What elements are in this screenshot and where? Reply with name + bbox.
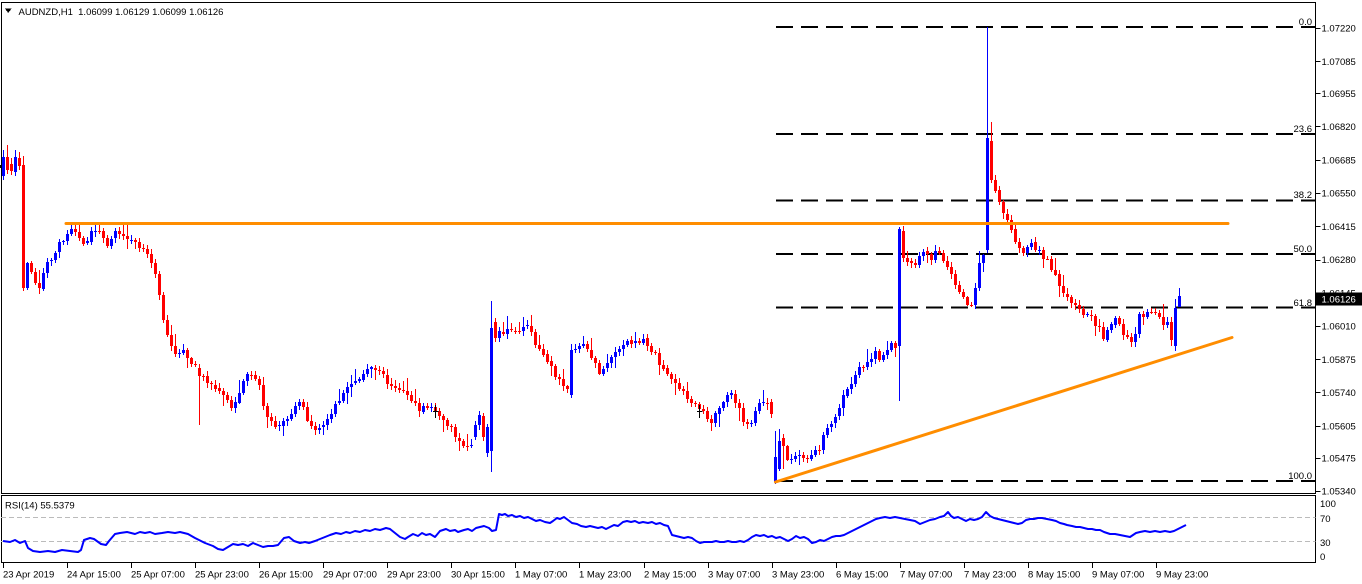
svg-text:26 Apr 15:00: 26 Apr 15:00 — [259, 570, 313, 581]
svg-text:9 May 07:00: 9 May 07:00 — [1092, 570, 1144, 581]
svg-text:7 May 07:00: 7 May 07:00 — [900, 570, 952, 581]
svg-text:30 Apr 15:00: 30 Apr 15:00 — [451, 570, 505, 581]
svg-text:1.05605: 1.05605 — [1322, 421, 1356, 432]
svg-text:1.06685: 1.06685 — [1322, 155, 1356, 166]
svg-text:2 May 15:00: 2 May 15:00 — [644, 570, 696, 581]
svg-text:1 May 23:00: 1 May 23:00 — [579, 570, 631, 581]
svg-text:1.07220: 1.07220 — [1322, 24, 1356, 35]
svg-text:1.05340: 1.05340 — [1322, 487, 1356, 498]
svg-text:25 Apr 07:00: 25 Apr 07:00 — [131, 570, 185, 581]
svg-text:0: 0 — [1320, 552, 1325, 563]
svg-text:1.05475: 1.05475 — [1322, 453, 1356, 464]
svg-text:50.0: 50.0 — [1294, 244, 1313, 255]
svg-text:29 Apr 07:00: 29 Apr 07:00 — [323, 570, 377, 581]
svg-text:7 May 23:00: 7 May 23:00 — [964, 570, 1016, 581]
svg-text:100.0: 100.0 — [1288, 471, 1312, 482]
svg-text:38.2: 38.2 — [1294, 190, 1313, 201]
svg-text:1.05875: 1.05875 — [1322, 355, 1356, 366]
svg-text:100: 100 — [1320, 499, 1336, 510]
svg-text:9 May 23:00: 9 May 23:00 — [1156, 570, 1208, 581]
svg-text:3 May 23:00: 3 May 23:00 — [772, 570, 824, 581]
svg-text:8 May 15:00: 8 May 15:00 — [1028, 570, 1080, 581]
svg-text:70: 70 — [1320, 514, 1331, 525]
svg-text:1.06820: 1.06820 — [1322, 122, 1356, 133]
svg-text:1.06550: 1.06550 — [1322, 189, 1356, 200]
svg-text:1.05740: 1.05740 — [1322, 388, 1356, 399]
svg-text:23 Apr 2019: 23 Apr 2019 — [3, 570, 54, 581]
svg-text:25 Apr 23:00: 25 Apr 23:00 — [195, 570, 249, 581]
svg-text:1.06010: 1.06010 — [1322, 322, 1356, 333]
svg-text:RSI(14) 55.5379: RSI(14) 55.5379 — [5, 501, 75, 512]
svg-text:3 May 07:00: 3 May 07:00 — [708, 570, 760, 581]
svg-text:1.06415: 1.06415 — [1322, 222, 1356, 233]
svg-text:1.06955: 1.06955 — [1322, 89, 1356, 100]
svg-text:1 May 07:00: 1 May 07:00 — [515, 570, 567, 581]
svg-text:6 May 15:00: 6 May 15:00 — [836, 570, 888, 581]
svg-text:AUDNZD,H1 1.06099 1.06129 1.0: AUDNZD,H1 1.06099 1.06129 1.06099 1.0612… — [19, 7, 224, 18]
svg-text:1.06126: 1.06126 — [1322, 295, 1356, 306]
svg-text:0.0: 0.0 — [1299, 17, 1312, 28]
svg-text:24 Apr 15:00: 24 Apr 15:00 — [67, 570, 121, 581]
svg-text:1.06280: 1.06280 — [1322, 255, 1356, 266]
svg-text:1.07085: 1.07085 — [1322, 57, 1356, 68]
svg-text:23.6: 23.6 — [1294, 124, 1313, 135]
svg-text:61.8: 61.8 — [1294, 298, 1313, 309]
svg-text:30: 30 — [1320, 538, 1331, 549]
svg-text:29 Apr 23:00: 29 Apr 23:00 — [387, 570, 441, 581]
